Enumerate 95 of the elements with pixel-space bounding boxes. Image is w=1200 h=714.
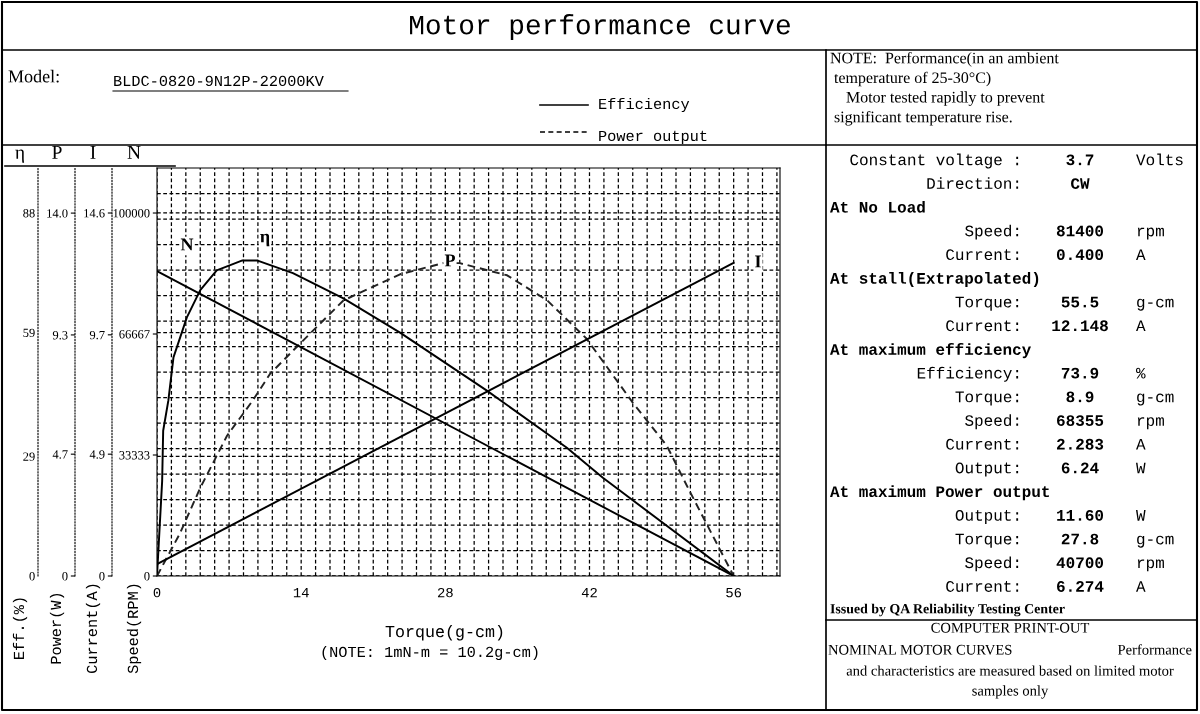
- text: Efficiency:: [917, 366, 1019, 382]
- y2-tick-label: 4.7: [52, 450, 68, 459]
- text: 27.8: [1061, 533, 1099, 545]
- y-tick-label: 33333: [119, 451, 150, 460]
- x-tick-label: 0: [153, 587, 161, 598]
- y3-tick-label: 4.9: [89, 450, 105, 459]
- text: At stall(Extrapolated): [830, 272, 1039, 287]
- y-tick-label: 29: [23, 452, 35, 461]
- series-label: N: [180, 238, 194, 251]
- y-tick-label: 59: [23, 328, 35, 338]
- y-tick-label: 0: [29, 572, 35, 581]
- text: rpm: [1137, 227, 1164, 240]
- text: 6.274: [1057, 581, 1104, 592]
- text: A: [1136, 320, 1146, 332]
- text: A: [1136, 249, 1146, 260]
- text: N: [127, 145, 141, 159]
- text: I: [90, 145, 96, 159]
- y-axis-title: Speed(RPM): [126, 584, 142, 674]
- text: Output:: [955, 509, 1019, 524]
- text: g-cm: [1137, 535, 1174, 548]
- text: COMPUTER PRINT-OUT: [931, 622, 1090, 633]
- text: Volts: [1136, 153, 1183, 166]
- text: Torque:: [955, 296, 1019, 311]
- y3-tick-label: 14.6: [84, 209, 105, 218]
- text: Constant voltage :: [850, 153, 1019, 169]
- text: 2.283: [1056, 438, 1104, 450]
- x-tick-label: 42: [581, 587, 597, 598]
- text: and characteristics are measured based on limited motor: [846, 665, 1174, 676]
- y3-tick-label: 9.7: [89, 330, 105, 340]
- text: NOTE: Performance(in an ambient temperature of 25-30°C) Motor tested rapidly to prevent significant temperature rise.: [830, 52, 1059, 126]
- text: 12.148: [1052, 320, 1108, 332]
- text: %: [1136, 367, 1146, 379]
- text: g-cm: [1137, 393, 1174, 406]
- y2-tick-label: 14.0: [47, 209, 68, 218]
- text: Speed:: [965, 556, 1019, 572]
- series-label: I: [755, 255, 761, 268]
- text: BLDC-0820-9N12P-22000KV: [114, 75, 324, 87]
- text: Performance: [1117, 644, 1192, 655]
- text: W: [1136, 510, 1146, 521]
- text: 55.5: [1061, 296, 1099, 308]
- text: Current:: [946, 249, 1019, 261]
- text: 11.60: [1057, 509, 1104, 521]
- text: 6.24: [1061, 462, 1099, 474]
- text: (NOTE: 1mN-m = 10.2g-cm): [322, 645, 538, 661]
- text: Current:: [946, 581, 1019, 592]
- text: Speed:: [965, 224, 1019, 240]
- y-tick-label: 66667: [119, 330, 150, 339]
- text: 73.9: [1061, 367, 1099, 379]
- text: At maximum efficiency: [830, 343, 1031, 359]
- text: 40700: [1056, 557, 1104, 569]
- series-label: P: [444, 254, 455, 267]
- y-tick-label: 0: [144, 572, 150, 581]
- text: A: [1136, 439, 1146, 450]
- text: Power output: [599, 130, 707, 145]
- text: Direction:: [927, 177, 1019, 189]
- text: At No Load: [830, 200, 925, 213]
- text: Output:: [955, 462, 1019, 477]
- text: 0.400: [1056, 249, 1104, 261]
- text: Speed:: [965, 414, 1019, 430]
- text: A: [1136, 581, 1146, 592]
- series-label: η: [260, 233, 270, 247]
- text: 68355: [1057, 415, 1104, 427]
- text: rpm: [1137, 417, 1164, 430]
- text: Current:: [946, 438, 1019, 450]
- x-axis-title: Torque(g-cm): [385, 625, 503, 641]
- x-tick-label: 56: [726, 587, 742, 598]
- text: W: [1136, 462, 1146, 474]
- y-tick-label: 88: [23, 208, 35, 218]
- text: Issued by QA Reliability Testing Center: [830, 603, 1065, 617]
- text: 8.9: [1066, 391, 1094, 403]
- x-tick-label: 28: [437, 587, 453, 598]
- y3-tick-label: 0: [99, 572, 105, 581]
- y3-axis-title: Current(A): [85, 584, 101, 673]
- text: Efficiency: [599, 97, 690, 113]
- text: Model:: [8, 69, 59, 83]
- y2-tick-label: 9.3: [52, 330, 68, 340]
- y-tick-label: 100000: [113, 209, 150, 218]
- text: g-cm: [1137, 298, 1174, 311]
- text: 81400: [1056, 225, 1104, 237]
- text: At maximum Power output: [830, 485, 1049, 501]
- text: rpm: [1137, 559, 1164, 572]
- text: P: [52, 145, 62, 159]
- text: 3.7: [1066, 154, 1094, 166]
- text: Torque:: [955, 391, 1019, 406]
- x-tick-label: 14: [293, 588, 309, 598]
- chart-title: Motor performance curve: [410, 14, 790, 40]
- y2-axis-title: Power(W): [49, 593, 65, 664]
- text: η: [15, 149, 25, 163]
- text: CW: [1071, 178, 1090, 189]
- text: samples only: [972, 685, 1049, 699]
- text: Torque:: [955, 533, 1019, 548]
- y-axis-title: Eff.(%): [12, 598, 28, 659]
- text: NOMINAL MOTOR CURVES: [828, 644, 1012, 655]
- text: Current:: [946, 320, 1019, 332]
- y2-tick-label: 0: [62, 572, 68, 581]
